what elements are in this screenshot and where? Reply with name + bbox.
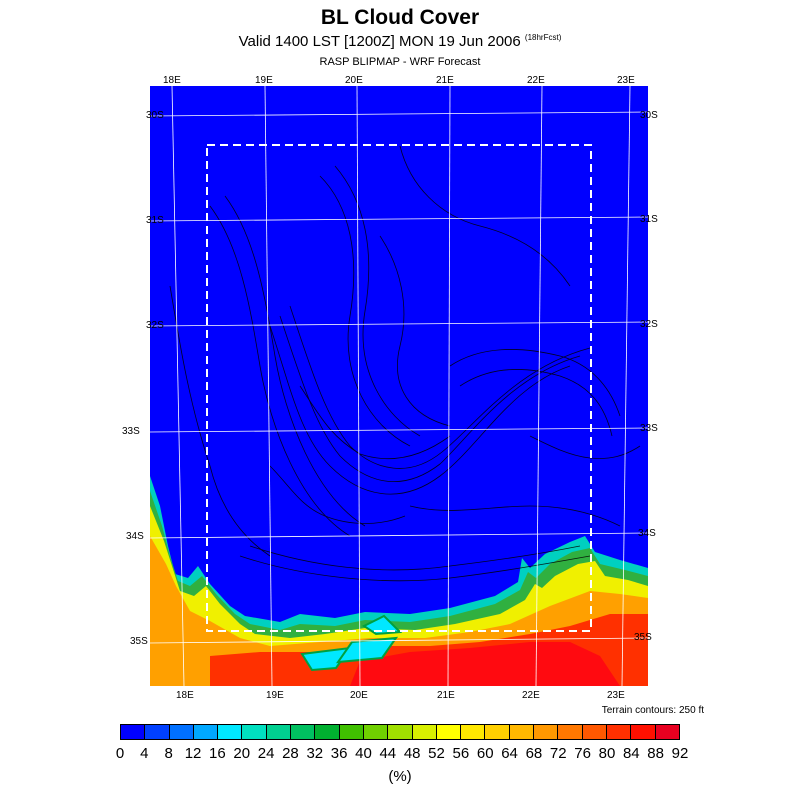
legend-tick-labels: 0 4 8 12 16 20 24 28 32 36 40 44 48 52 56 60 64 68 72 76 80 8…	[116, 745, 689, 763]
legend-tick: 80	[598, 745, 616, 762]
top-label-21e: 21E	[436, 75, 454, 86]
legend-tick: 44	[379, 745, 397, 762]
legend-tick: 16	[209, 745, 226, 762]
legend-swatch	[266, 725, 292, 739]
model-source: RASP BLIPMAP - WRF Forecast	[319, 56, 481, 68]
lat-lon-grid	[150, 86, 648, 686]
legend-tick: 24	[257, 745, 275, 762]
right-label-31s: 31S	[640, 214, 658, 225]
bottom-label-18e: 18E	[176, 690, 194, 701]
legend-swatch	[339, 725, 364, 739]
terrain-contours	[169, 145, 641, 582]
bottom-label-19e: 19E	[266, 690, 284, 701]
legend-swatch	[169, 725, 194, 739]
legend-swatch	[218, 725, 243, 739]
legend-swatch	[534, 725, 559, 739]
legend-swatch	[145, 725, 170, 739]
color-scale-legend	[120, 724, 680, 740]
bottom-label-21e: 21E	[437, 690, 455, 701]
legend-tick: 64	[501, 745, 518, 762]
legend-swatch	[582, 725, 607, 739]
legend-swatch	[461, 725, 486, 739]
legend-swatch	[606, 725, 632, 739]
inner-domain-boundary	[206, 144, 592, 632]
legend-tick: 12	[184, 745, 202, 762]
cloud-patch-diamond-2	[335, 636, 399, 664]
bottom-label-20e: 20E	[350, 690, 368, 701]
legend-swatch	[558, 725, 583, 739]
terrain-contour-note: Terrain contours: 250 ft	[601, 705, 704, 716]
left-label-31s: 31S	[146, 215, 164, 226]
legend-swatch	[509, 725, 535, 739]
legend-swatch	[242, 725, 267, 739]
legend-swatch	[412, 725, 437, 739]
legend-tick: 88	[647, 745, 664, 762]
left-label-35s: 35S	[130, 636, 148, 647]
legend-tick: 20	[233, 745, 251, 762]
bottom-label-22e: 22E	[522, 690, 540, 701]
chart-title: BL Cloud Cover	[320, 6, 480, 29]
legend-units: (%)	[388, 768, 412, 785]
legend-swatch	[388, 725, 413, 739]
cloud-cover-map	[150, 86, 648, 686]
top-label-22e: 22E	[527, 75, 545, 86]
top-label-18e: 18E	[163, 75, 181, 86]
legend-tick: 68	[525, 745, 543, 762]
legend-tick: 60	[476, 745, 494, 762]
legend-tick: 0	[115, 745, 125, 762]
valid-time: Valid 1400 LST [1200Z] MON 19 Jun 2006	[238, 33, 521, 50]
legend-tick: 52	[428, 745, 445, 762]
cloud-band-deep-red	[350, 642, 620, 686]
legend-tick: 76	[574, 745, 591, 762]
right-label-35s: 35S	[634, 632, 652, 643]
legend-tick: 32	[306, 745, 324, 762]
legend-tick: 72	[549, 745, 567, 762]
top-label-20e: 20E	[345, 75, 363, 86]
legend-swatch	[436, 725, 462, 739]
legend-tick: 48	[403, 745, 421, 762]
legend-swatch	[121, 725, 146, 739]
legend-tick: 28	[282, 745, 299, 762]
legend-swatch	[631, 725, 656, 739]
legend-tick: 36	[330, 745, 348, 762]
bottom-label-23e: 23E	[607, 690, 625, 701]
left-label-33s: 33S	[122, 426, 140, 437]
legend-swatch	[193, 725, 219, 739]
legend-tick: 56	[452, 745, 470, 762]
legend-swatch	[315, 725, 340, 739]
legend-swatch	[655, 725, 679, 739]
left-label-34s: 34S	[126, 531, 144, 542]
legend-tick: 8	[164, 745, 173, 762]
legend-tick: 92	[671, 745, 689, 762]
legend-swatch	[291, 725, 316, 739]
legend-tick: 84	[622, 745, 640, 762]
legend-tick: 4	[140, 745, 149, 762]
chart-subtitle: Valid 1400 LST [1200Z] MON 19 Jun 2006 (…	[0, 33, 800, 50]
right-label-32s: 32S	[640, 319, 658, 330]
cloud-patch-diamond-1	[300, 646, 353, 672]
top-label-23e: 23E	[617, 75, 635, 86]
left-label-32s: 32S	[146, 320, 164, 331]
map-canvas	[150, 86, 648, 686]
legend-swatch	[485, 725, 510, 739]
right-label-33s: 33S	[640, 423, 658, 434]
top-label-19e: 19E	[255, 75, 273, 86]
legend-swatch	[363, 725, 389, 739]
right-label-34s: 34S	[638, 528, 656, 539]
legend-tick: 40	[355, 745, 372, 762]
forecast-hour: (18hrFcst)	[524, 33, 562, 42]
right-label-30s: 30S	[640, 110, 658, 121]
left-label-30s: 30S	[146, 110, 164, 121]
